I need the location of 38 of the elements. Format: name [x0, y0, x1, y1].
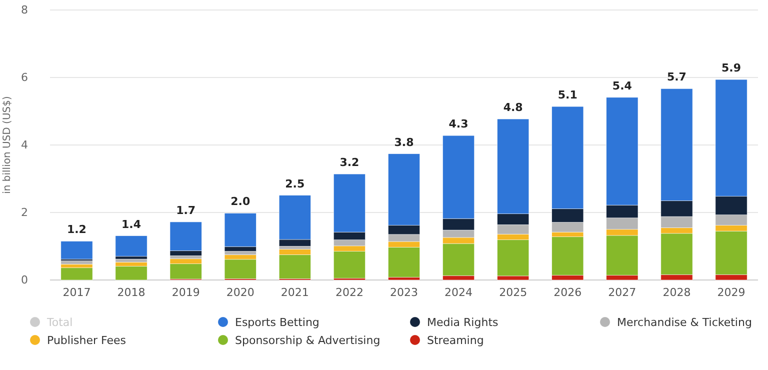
- x-tick-label: 2021: [280, 286, 309, 299]
- total-label: 2.5: [285, 177, 305, 190]
- total-label: 5.7: [666, 70, 686, 84]
- legend-label: Esports Betting: [235, 316, 320, 329]
- x-tick-label: 2022: [335, 286, 364, 299]
- legend-label: Merchandise & Ticketing: [617, 316, 752, 329]
- x-tick-label: 2027: [608, 286, 636, 299]
- y-tick-label: 6: [21, 71, 28, 84]
- total-label: 3.2: [340, 156, 360, 170]
- y-axis-title: in billion USD (US$): [2, 96, 13, 194]
- x-tick-label: 2024: [444, 286, 473, 299]
- y-tick-label: 2: [21, 206, 28, 220]
- x-tick-label: 2026: [554, 286, 582, 299]
- x-tick-label: 2028: [662, 286, 691, 299]
- x-tick-label: 2029: [717, 286, 746, 299]
- total-label: 5.9: [722, 62, 742, 75]
- y-tick-label: 8: [21, 4, 28, 17]
- x-tick-label: 2019: [172, 286, 200, 299]
- total-label: 2.0: [230, 195, 250, 208]
- y-tick-label: 0: [21, 274, 28, 287]
- x-tick-label: 2023: [390, 286, 418, 299]
- total-label: 5.4: [612, 79, 632, 92]
- total-label: 1.4: [122, 218, 142, 231]
- legend-label: Publisher Fees: [47, 334, 126, 347]
- total-label: 4.3: [448, 118, 468, 131]
- total-label: 1.7: [176, 204, 196, 217]
- x-tick-label: 2017: [62, 286, 91, 299]
- legend-label: Media Rights: [427, 316, 498, 329]
- x-tick-label: 2018: [117, 286, 146, 299]
- y-tick-label: 4: [21, 138, 28, 152]
- legend-label: Sponsorship & Advertising: [235, 334, 380, 347]
- total-label: 3.8: [394, 136, 414, 149]
- total-label: 1.2: [66, 223, 86, 236]
- total-label: 5.1: [558, 88, 578, 102]
- total-label: 4.8: [503, 101, 523, 114]
- x-tick-label: 2020: [226, 286, 254, 299]
- x-tick-label: 2025: [499, 286, 528, 299]
- legend-label: Streaming: [427, 334, 484, 347]
